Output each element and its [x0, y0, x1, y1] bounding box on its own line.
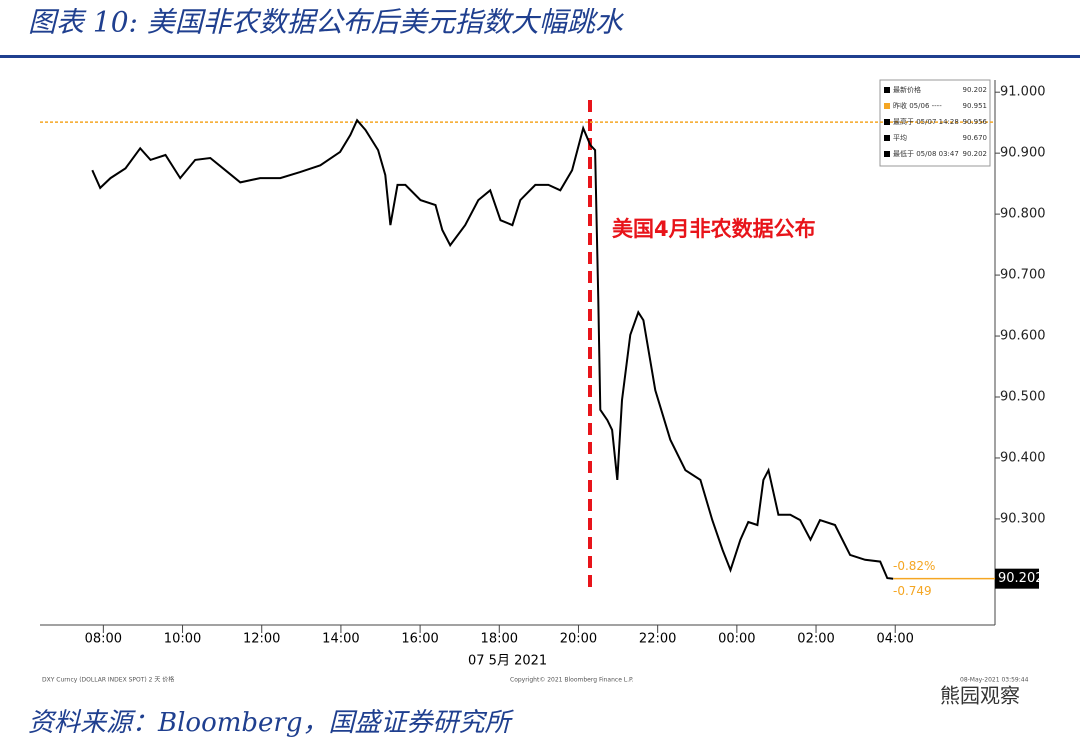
y-tick-label: 90.700 — [1000, 268, 1046, 283]
x-axis-label: 07 5月 2021 — [468, 654, 547, 669]
y-tick-label: 90.300 — [1000, 511, 1046, 526]
x-tick-label: 12:00 — [243, 632, 280, 647]
change-label: -0.82% — [893, 559, 935, 573]
legend-label: 最新价格 — [893, 85, 921, 94]
legend-box — [879, 79, 991, 167]
legend-swatch — [884, 135, 890, 141]
x-tick-label: 02:00 — [797, 632, 834, 647]
source: 资料来源：Bloomberg，国盛证券研究所 — [28, 708, 514, 738]
annotation: 美国4月非农数据公布 — [612, 217, 816, 241]
x-tick-label: 00:00 — [718, 632, 755, 647]
watermark: 熊园观察 — [940, 684, 1020, 708]
legend-swatch — [884, 151, 890, 157]
legend-value: 90.202 — [963, 150, 988, 158]
last-value-box — [995, 568, 1039, 589]
legend-value: 90.951 — [963, 102, 988, 110]
legend-label: 昨收 05/06 ---- — [893, 101, 942, 110]
legend-value: 90.956 — [963, 118, 988, 126]
legend-label: 最低于 05/08 03:47 — [893, 149, 959, 158]
x-tick-label: 18:00 — [481, 632, 518, 647]
legend-label: 平均 — [893, 133, 907, 142]
legend-value: 90.202 — [963, 86, 988, 94]
price-line — [91, 118, 894, 580]
footnote: DXY Curncy (DOLLAR INDEX SPOT) 2 天 价格 — [42, 676, 174, 684]
y-tick-label: 90.900 — [1000, 146, 1046, 161]
title-rule — [0, 55, 1080, 58]
x-tick-label: 22:00 — [639, 632, 676, 647]
x-tick-label: 08:00 — [85, 632, 122, 647]
y-tick-label: 90.400 — [1000, 450, 1046, 465]
footnote: Copyright© 2021 Bloomberg Finance L.P. — [510, 677, 634, 684]
legend-label: 最高于 05/07 14:28 — [893, 117, 959, 126]
y-tick-label: 90.800 — [1000, 207, 1046, 222]
y-tick-label: 90.600 — [1000, 329, 1046, 344]
page-title: 图表 10: 美国非农数据公布后美元指数大幅跳水 — [28, 6, 625, 39]
x-tick-label: 04:00 — [876, 632, 913, 647]
x-tick-label: 14:00 — [322, 632, 359, 647]
change-label: -0.749 — [893, 584, 932, 598]
legend-swatch — [884, 87, 890, 93]
x-tick-label: 10:00 — [164, 632, 201, 647]
last-value-label: 90.202 — [998, 571, 1044, 586]
y-tick-label: 90.500 — [1000, 390, 1046, 405]
y-tick-label: 91.000 — [1000, 85, 1046, 100]
legend-value: 90.670 — [963, 134, 988, 142]
footnote: 08-May-2021 03:59:44 — [960, 677, 1029, 684]
x-tick-label: 20:00 — [560, 632, 597, 647]
legend-swatch — [884, 119, 890, 125]
x-tick-label: 16:00 — [401, 632, 438, 647]
legend-swatch — [884, 103, 890, 109]
